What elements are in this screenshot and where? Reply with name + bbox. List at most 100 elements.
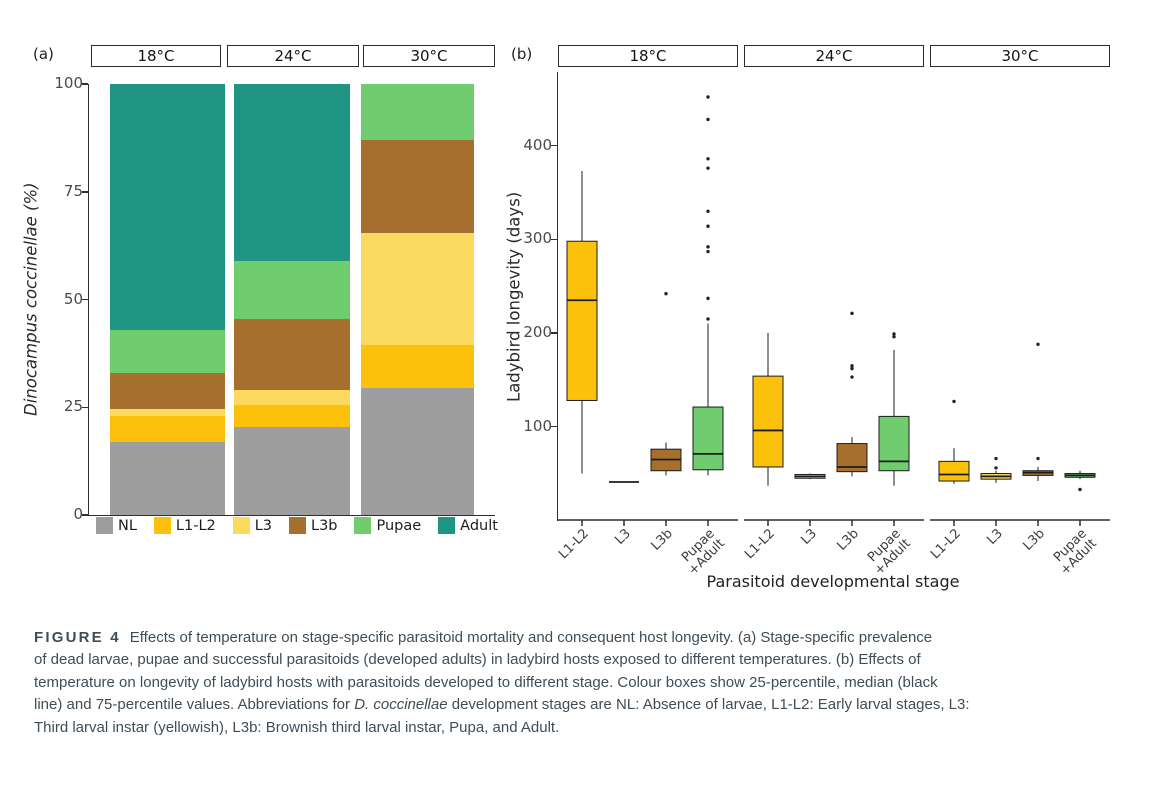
legend-swatch-Adult bbox=[438, 517, 456, 534]
outlier-dot bbox=[706, 117, 710, 122]
box-Pupae+Adult bbox=[692, 406, 724, 471]
panel-a-plot-area bbox=[88, 84, 495, 516]
panel-b-facet-header: 18°C bbox=[558, 45, 738, 67]
outlier-dot bbox=[706, 245, 710, 249]
legend-label: L3 bbox=[254, 517, 273, 534]
outlier-dot bbox=[706, 224, 710, 228]
panel-b-y-tick-label: 200 bbox=[523, 323, 552, 342]
caption-text-run: temperature on longevity of ladybird hos… bbox=[34, 673, 938, 691]
bar-segment-Pupae bbox=[361, 84, 474, 141]
panel-b-y-tick bbox=[551, 425, 557, 428]
outlier-dot bbox=[850, 311, 854, 316]
outlier-dot bbox=[706, 317, 710, 321]
panel-a-y-tick bbox=[82, 514, 88, 516]
panel-b-facet-30°C bbox=[930, 342, 1110, 526]
caption-line: Third larval instar (yellowish), L3b: Br… bbox=[34, 717, 1132, 739]
bar-segment-L3b bbox=[361, 140, 474, 233]
bar-segment-Pupae bbox=[234, 260, 350, 319]
caption-text-run: line) and 75-percentile values. Abbrevia… bbox=[34, 696, 355, 714]
bar-segment-NL bbox=[234, 426, 350, 515]
panel-b-label: (b) bbox=[511, 45, 533, 63]
outlier-dot bbox=[1036, 456, 1040, 461]
outlier-dot bbox=[706, 166, 710, 170]
outlier-dot bbox=[850, 364, 854, 368]
panel-b-y-tick bbox=[551, 238, 557, 241]
bar-segment-L3 bbox=[234, 390, 350, 406]
panel-b-y-tick-label: 400 bbox=[523, 135, 552, 154]
outlier-dot bbox=[892, 335, 896, 339]
outlier-dot bbox=[850, 375, 854, 379]
bar-segment-L3 bbox=[361, 232, 474, 345]
outlier-dot bbox=[706, 157, 710, 161]
panel-a-y-tick-label: 50 bbox=[63, 289, 83, 308]
legend-item-Pupae: Pupae bbox=[354, 517, 421, 534]
panel-b-y-tick bbox=[551, 144, 557, 147]
legend-item-Adult: Adult bbox=[438, 517, 498, 534]
panel-a-y-tick-label: 100 bbox=[54, 74, 83, 92]
caption-text-run: FIGURE 4 bbox=[34, 629, 121, 646]
outlier-dot bbox=[952, 399, 956, 404]
panel-b-y-tick bbox=[551, 332, 557, 334]
legend-swatch-L1-L2 bbox=[153, 517, 171, 534]
legend-label: L3b bbox=[311, 517, 338, 534]
legend-item-L3b: L3b bbox=[289, 517, 338, 534]
panel-b-facet-24°C bbox=[744, 311, 924, 526]
outlier-dot bbox=[892, 332, 896, 336]
legend-swatch-Pupae bbox=[354, 517, 372, 534]
bar-segment-L1-L2 bbox=[110, 415, 225, 442]
caption-text-run: of dead larvae, pupae and successful par… bbox=[34, 651, 921, 669]
stacked-bar-30°C bbox=[361, 84, 474, 515]
panel-b-y-tick-label: 100 bbox=[523, 416, 552, 435]
outlier-dot bbox=[1036, 342, 1040, 346]
legend-label: Adult bbox=[460, 517, 498, 534]
panel-a-y-tick bbox=[82, 191, 88, 193]
panel-b-y-axis-line bbox=[556, 72, 558, 521]
outlier-dot bbox=[706, 95, 710, 99]
bar-segment-L3b bbox=[234, 318, 350, 391]
bar-segment-L1-L2 bbox=[361, 344, 474, 388]
panel-b-x-axis-title: Parasitoid developmental stage bbox=[706, 572, 960, 591]
stacked-bar-24°C bbox=[234, 84, 350, 515]
panel-a-y-tick bbox=[82, 83, 88, 85]
box-Pupae+Adult bbox=[878, 415, 910, 472]
stacked-bar-18°C bbox=[110, 84, 225, 515]
legend-item-L1-L2: L1-L2 bbox=[153, 517, 216, 534]
outlier-dot bbox=[994, 456, 998, 461]
panel-a-y-tick-label: 0 bbox=[73, 505, 83, 523]
legend-label: L1-L2 bbox=[175, 517, 216, 534]
legend-item-NL: NL bbox=[96, 517, 137, 534]
bar-segment-NL bbox=[361, 387, 474, 515]
panel-a-y-axis-title: Dinocampus coccinellae (%) bbox=[21, 182, 41, 417]
panel-a-y-tick-label: 75 bbox=[63, 181, 83, 200]
caption-text-run: D. coccinellae bbox=[354, 696, 448, 714]
outlier-dot bbox=[994, 466, 998, 470]
box-L1-L2 bbox=[938, 460, 970, 482]
caption-text-run: development stages are NL: Absence of la… bbox=[447, 696, 970, 714]
legend-swatch-L3b bbox=[289, 517, 306, 534]
caption-line: temperature on longevity of ladybird hos… bbox=[34, 672, 1132, 694]
legend-label: NL bbox=[118, 517, 137, 534]
outlier-dot bbox=[706, 296, 710, 301]
panel-b-facet-18°C bbox=[558, 95, 738, 526]
panel-a-y-tick bbox=[82, 406, 88, 408]
outlier-dot bbox=[706, 249, 710, 254]
bar-segment-Adult bbox=[234, 84, 350, 261]
panel-a-facet-header: 18°C bbox=[91, 45, 221, 67]
bar-segment-NL bbox=[110, 441, 225, 515]
bar-segment-L3 bbox=[110, 409, 225, 416]
panel-a-facet-header: 24°C bbox=[227, 45, 359, 67]
bar-segment-L3b bbox=[110, 372, 225, 410]
bar-segment-Adult bbox=[110, 84, 225, 330]
caption-text-run: Third larval instar (yellowish), L3b: Br… bbox=[34, 718, 560, 736]
panel-b-facet-header: 24°C bbox=[744, 45, 924, 67]
panel-a-label: (a) bbox=[33, 45, 54, 63]
panel-a-legend: NL L1-L2 L3 L3b Pupae Adult bbox=[96, 517, 498, 534]
panel-a-facet-header: 30°C bbox=[363, 45, 495, 67]
caption-line: of dead larvae, pupae and successful par… bbox=[34, 649, 1132, 671]
outlier-dot bbox=[1078, 487, 1082, 492]
box-L1-L2 bbox=[566, 240, 598, 401]
bar-segment-Pupae bbox=[110, 329, 225, 373]
outlier-dot bbox=[706, 209, 710, 213]
outlier-dot bbox=[664, 291, 668, 296]
legend-item-L3: L3 bbox=[232, 517, 273, 534]
